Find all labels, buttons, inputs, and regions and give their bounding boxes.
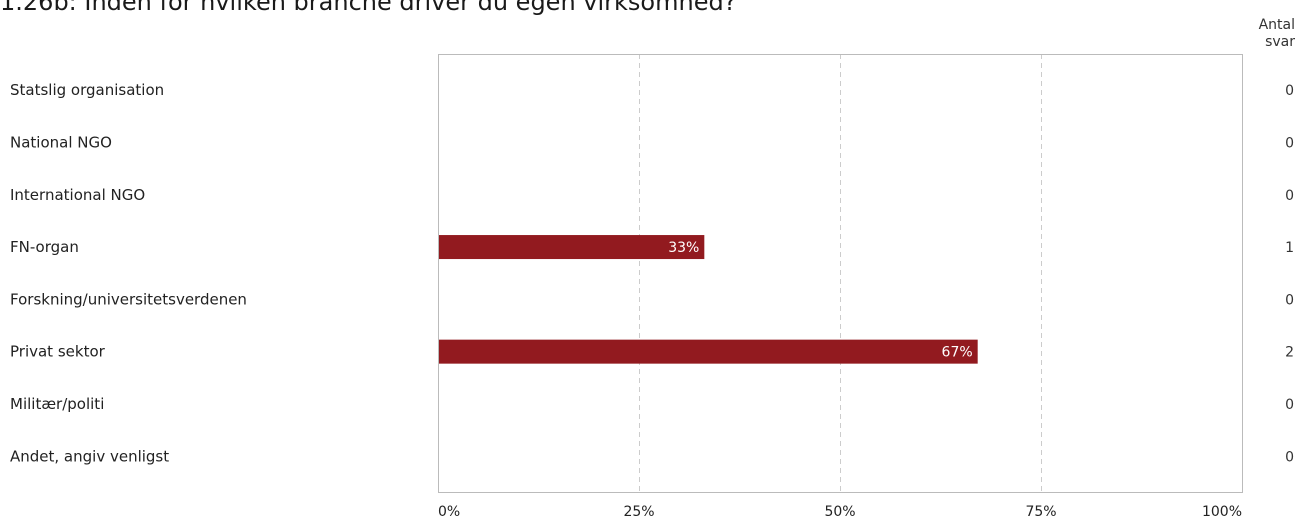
x-tick-label: 0% — [438, 504, 460, 520]
category-label: International NGO — [10, 186, 145, 204]
x-tick-label: 75% — [1025, 504, 1056, 520]
category-label: Andet, angiv venligst — [10, 447, 169, 465]
category-label: Statslig organisation — [10, 81, 164, 99]
response-count: 0 — [1285, 135, 1294, 151]
response-count: 0 — [1285, 292, 1294, 308]
count-header-line-1: Antal — [1258, 17, 1295, 33]
chart-title: 1.26b: Inden for hvilken branche driver … — [0, 0, 737, 16]
category-label: FN-organ — [10, 238, 79, 256]
response-count: 2 — [1285, 345, 1294, 361]
bar-value-label: 67% — [942, 345, 973, 361]
plot-frame — [438, 54, 1243, 493]
category-label: National NGO — [10, 133, 112, 151]
response-count: 0 — [1285, 188, 1294, 204]
response-count: 1 — [1285, 240, 1294, 256]
count-header-line-2: svar — [1265, 34, 1295, 50]
category-label: Privat sektor — [10, 343, 106, 361]
count-column-header: Antal svar — [1235, 17, 1295, 51]
bar-value-label: 33% — [668, 240, 699, 256]
category-label: Militær/politi — [10, 395, 104, 413]
x-tick-label: 50% — [824, 504, 855, 520]
bar — [439, 339, 978, 364]
bar — [439, 235, 705, 260]
x-tick-label: 25% — [623, 504, 654, 520]
response-count: 0 — [1285, 83, 1294, 99]
category-label: Forskning/universitetsverdenen — [10, 290, 247, 308]
response-count: 0 — [1285, 397, 1294, 413]
x-tick-label: 100% — [1202, 504, 1242, 520]
response-count: 0 — [1285, 449, 1294, 465]
